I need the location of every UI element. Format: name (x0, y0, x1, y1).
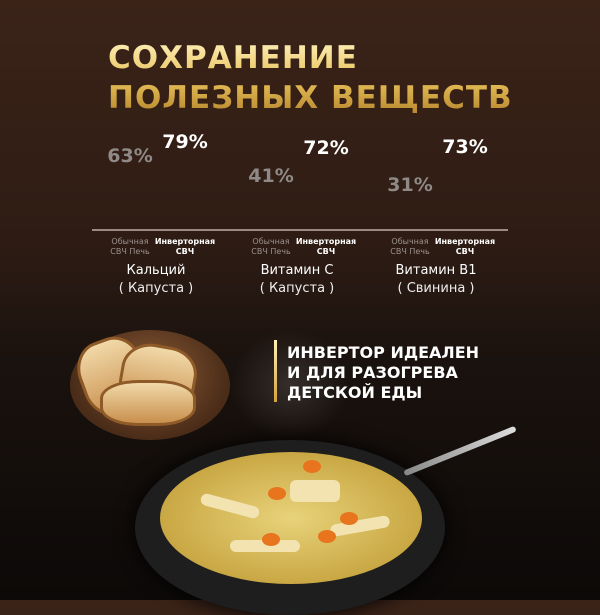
slogan: ИНВЕРТОР ИДЕАЛЕН И ДЛЯ РАЗОГРЕВА ДЕТСКОЙ… (287, 343, 479, 403)
series-label-line: СВЧ Печь (390, 247, 430, 256)
series-label-line: Инверторная (154, 237, 216, 246)
spoon (403, 425, 517, 477)
accent-line (274, 340, 277, 402)
nutrient-name: Витамин В1 (395, 263, 477, 278)
nutrient-source: ( Свинина ) (397, 281, 475, 296)
slogan-line-2: И ДЛЯ РАЗОГРЕВА (287, 363, 458, 382)
nutrient-name: Кальций (126, 263, 186, 278)
series-label-line: СВЧ (316, 247, 336, 256)
series-label: Обычная СВЧ Печь (95, 237, 165, 257)
bar-value-label: 79% (162, 130, 208, 153)
series-label: Инверторная СВЧ (430, 237, 500, 257)
category-label: Витамин В1 ( Свинина ) (366, 262, 506, 298)
series-label-line: Обычная (111, 237, 149, 246)
series-label-line: Обычная (252, 237, 290, 246)
category-label: Витамин С ( Капуста ) (227, 262, 367, 298)
carrot (262, 533, 280, 546)
series-label: Инверторная СВЧ (150, 237, 220, 257)
carrot (318, 530, 336, 543)
bar-value-label: 31% (387, 174, 433, 197)
series-label-line: СВЧ (455, 247, 475, 256)
series-label-line: СВЧ (175, 247, 195, 256)
series-label-line: СВЧ Печь (110, 247, 150, 256)
carrot (303, 460, 321, 473)
bar-value-label: 63% (107, 145, 153, 168)
slogan-line-1: ИНВЕРТОР ИДЕАЛЕН (287, 343, 480, 362)
carrot (268, 487, 286, 500)
chart-baseline (92, 229, 508, 231)
series-label: Обычная СВЧ Печь (236, 237, 306, 257)
category-label: Кальций ( Капуста ) (86, 262, 226, 298)
slogan-line-3: ДЕТСКОЙ ЕДЫ (287, 383, 423, 402)
series-label: Инверторная СВЧ (291, 237, 361, 257)
bread-slice (100, 380, 196, 426)
nutrient-name: Витамин С (260, 263, 334, 278)
nutrient-bar-chart: 63% Обычная СВЧ Печь 79% Инверторная СВЧ Кальц… (86, 130, 508, 298)
series-label-line: Инверторная (295, 237, 357, 246)
series-label-line: Обычная (391, 237, 429, 246)
noodle (230, 540, 300, 552)
series-label-line: Инверторная (434, 237, 496, 246)
bar-value-label: 72% (303, 137, 349, 160)
chicken (290, 480, 340, 502)
nutrient-source: ( Капуста ) (118, 281, 194, 296)
series-label: Обычная СВЧ Печь (375, 237, 445, 257)
steam (230, 330, 350, 440)
nutrient-source: ( Капуста ) (259, 281, 335, 296)
carrot (340, 512, 358, 525)
bar-value-label: 41% (248, 165, 294, 188)
bar-value-label: 73% (442, 136, 488, 159)
series-label-line: СВЧ Печь (251, 247, 291, 256)
